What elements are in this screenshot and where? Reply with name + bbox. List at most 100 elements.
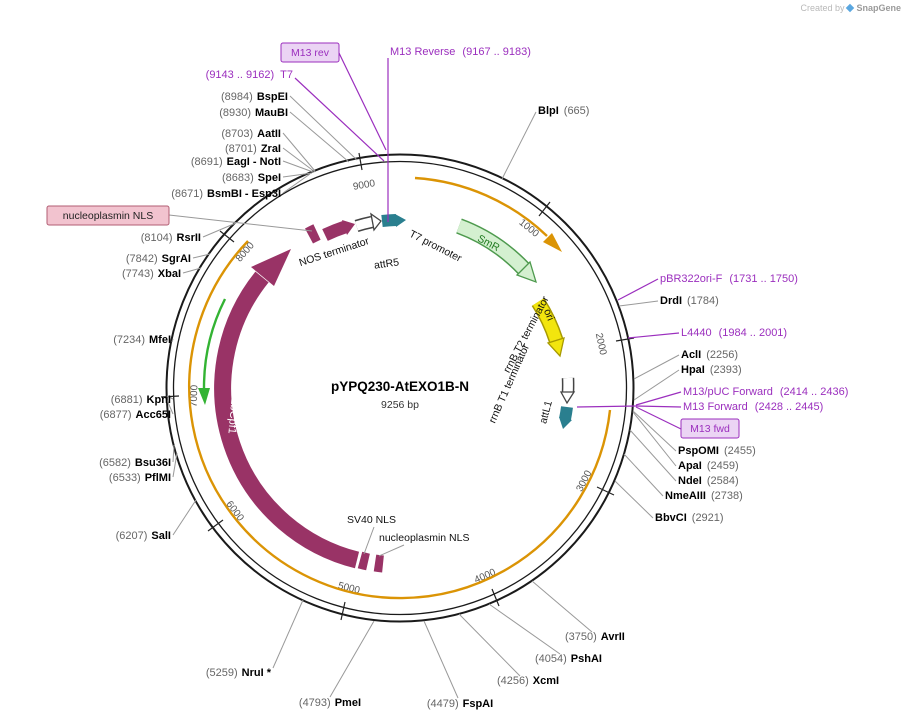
site-name: Acc65I	[136, 409, 171, 421]
site-pos: (665)	[564, 105, 590, 117]
primer-pos: (9143 .. 9162)	[206, 69, 275, 81]
sv40-nls-label: SV40 NLS	[347, 514, 396, 526]
t7-promoter-arc	[381, 214, 397, 227]
tick-label: 7000	[189, 384, 201, 407]
site-pos: (2921)	[692, 512, 724, 524]
site-name: PshAI	[571, 653, 602, 665]
outer-ring	[165, 153, 635, 623]
lbcpf1-arrowhead	[251, 249, 291, 286]
primer-leader-line	[294, 77, 385, 162]
leader-line	[282, 173, 311, 194]
site-label: (8691) EagI - NotI	[191, 156, 281, 168]
boxed-labels: M13 rev M13 fwd nucleoplasmin NLS	[46, 42, 740, 439]
site-name: BspEI	[257, 91, 288, 103]
rrnb-t2-terminator-label: rrnB T2 terminator	[501, 294, 552, 375]
primer-name: M13/pUC Forward	[683, 386, 773, 398]
site-label: (3750) AvrII	[565, 631, 625, 643]
ori-arrowhead	[546, 337, 565, 358]
leader-line	[623, 453, 664, 497]
lbcpf1-label: LbCpf1	[225, 398, 240, 434]
tick-mark	[491, 588, 500, 607]
site-pos: (2256)	[706, 349, 738, 361]
nucleoplasmin-nls-label-bottom: nucleoplasmin NLS	[379, 532, 469, 544]
primer-name: M13 Reverse	[390, 46, 455, 58]
site-label: (8671) BsmBI - Esp3I	[171, 188, 281, 200]
site-name: BbvCI	[655, 512, 687, 524]
primer-leader-lines	[294, 52, 682, 430]
attl1-arrowhead	[559, 417, 572, 429]
site-name: SgrAI	[162, 253, 191, 265]
t7-promoter-arrowhead	[395, 214, 406, 227]
snapgene-logo-icon	[846, 3, 855, 13]
primer-leader-line	[635, 406, 682, 430]
primer-name: T7	[280, 69, 293, 81]
site-label: (5259) NruI *	[206, 667, 272, 679]
primer-pos: (2414 .. 2436)	[780, 386, 849, 398]
site-label: DrdI (1784)	[660, 295, 719, 307]
watermark-created-by: Created by	[800, 3, 845, 13]
tick-mark	[596, 486, 615, 496]
primer-leader-line	[635, 405, 682, 408]
leader-line	[633, 354, 680, 380]
site-pos: (3750)	[565, 631, 597, 643]
site-pos: (8984)	[221, 91, 253, 103]
green-orf-arrowhead	[198, 388, 210, 405]
leader-line	[629, 429, 677, 482]
attr5-arrowhead	[370, 212, 382, 232]
primer-label-l4440: L4440 (1984 .. 2001)	[681, 327, 787, 339]
tick-label: 9000	[352, 178, 376, 193]
site-pos: (8703)	[221, 128, 253, 140]
site-pos: (6877)	[100, 409, 132, 421]
leader-line	[172, 499, 197, 536]
leader-line	[633, 369, 680, 401]
primer-label-pbr322ori-f: pBR322ori-F (1731 .. 1750)	[660, 273, 798, 285]
site-label: BlpI (665)	[538, 105, 589, 117]
site-label: (8701) ZraI	[225, 143, 281, 155]
tick-label: 6000	[224, 499, 246, 524]
orange-orf-arc-long	[188, 240, 612, 600]
primer-label-m13-reverse: M13 Reverse (9167 .. 9183)	[390, 46, 531, 58]
site-label: (7842) SgrAI	[126, 253, 191, 265]
sv40-nls-block	[357, 551, 370, 571]
center-title: pYPQ230-AtEXO1B-N 9256 bp	[331, 379, 469, 411]
site-pos: (1784)	[687, 295, 719, 307]
leader-line	[202, 222, 237, 238]
orange-orf-arrowhead	[543, 233, 562, 252]
site-name: DrdI	[660, 295, 682, 307]
primer-name: L4440	[681, 327, 712, 339]
rrnb-t1-arrowhead	[559, 391, 576, 405]
leader-line	[168, 214, 313, 232]
site-pos: (2455)	[724, 445, 756, 457]
primer-label-m13-puc-forward: M13/pUC Forward (2414 .. 2436)	[683, 386, 848, 398]
leader-line	[282, 147, 316, 173]
site-name: KpnI	[147, 394, 171, 406]
site-pos: (4256)	[497, 675, 529, 687]
leader-line	[289, 95, 358, 161]
tick-mark	[340, 601, 346, 621]
site-label: PspOMI (2455)	[678, 445, 756, 457]
snapgene-watermark: Created by SnapGene	[800, 3, 901, 13]
site-label: (6207) SalI	[116, 530, 171, 542]
site-pos: (2584)	[707, 475, 739, 487]
site-pos: (4793)	[299, 697, 331, 709]
primer-label-m13-forward: M13 Forward (2428 .. 2445)	[683, 401, 823, 413]
primer-leader-line	[635, 391, 682, 406]
site-labels-right: M13 Reverse (9167 .. 9183) BlpI (665) pBR3…	[390, 46, 848, 524]
leader-line	[289, 111, 350, 163]
leader-line	[182, 267, 202, 274]
attr5-arc	[355, 217, 374, 231]
leader-line	[423, 620, 459, 699]
tick-mark	[358, 152, 363, 171]
watermark-brand: SnapGene	[856, 3, 901, 13]
site-pos: (7234)	[113, 334, 145, 346]
site-label: (6582) Bsu36I	[99, 457, 171, 469]
t7-promoter-label: T7 promoter	[407, 228, 464, 265]
site-label: HpaI (2393)	[681, 364, 742, 376]
site-name: PspOMI	[678, 445, 719, 457]
primer-leader-line	[627, 332, 680, 339]
leader-line	[171, 338, 174, 343]
primer-label-t7: (9143 .. 9162) T7	[206, 69, 293, 81]
site-label: (7234) MfeI	[113, 334, 171, 346]
site-name: BlpI	[538, 105, 559, 117]
site-pos: (8930)	[219, 107, 251, 119]
